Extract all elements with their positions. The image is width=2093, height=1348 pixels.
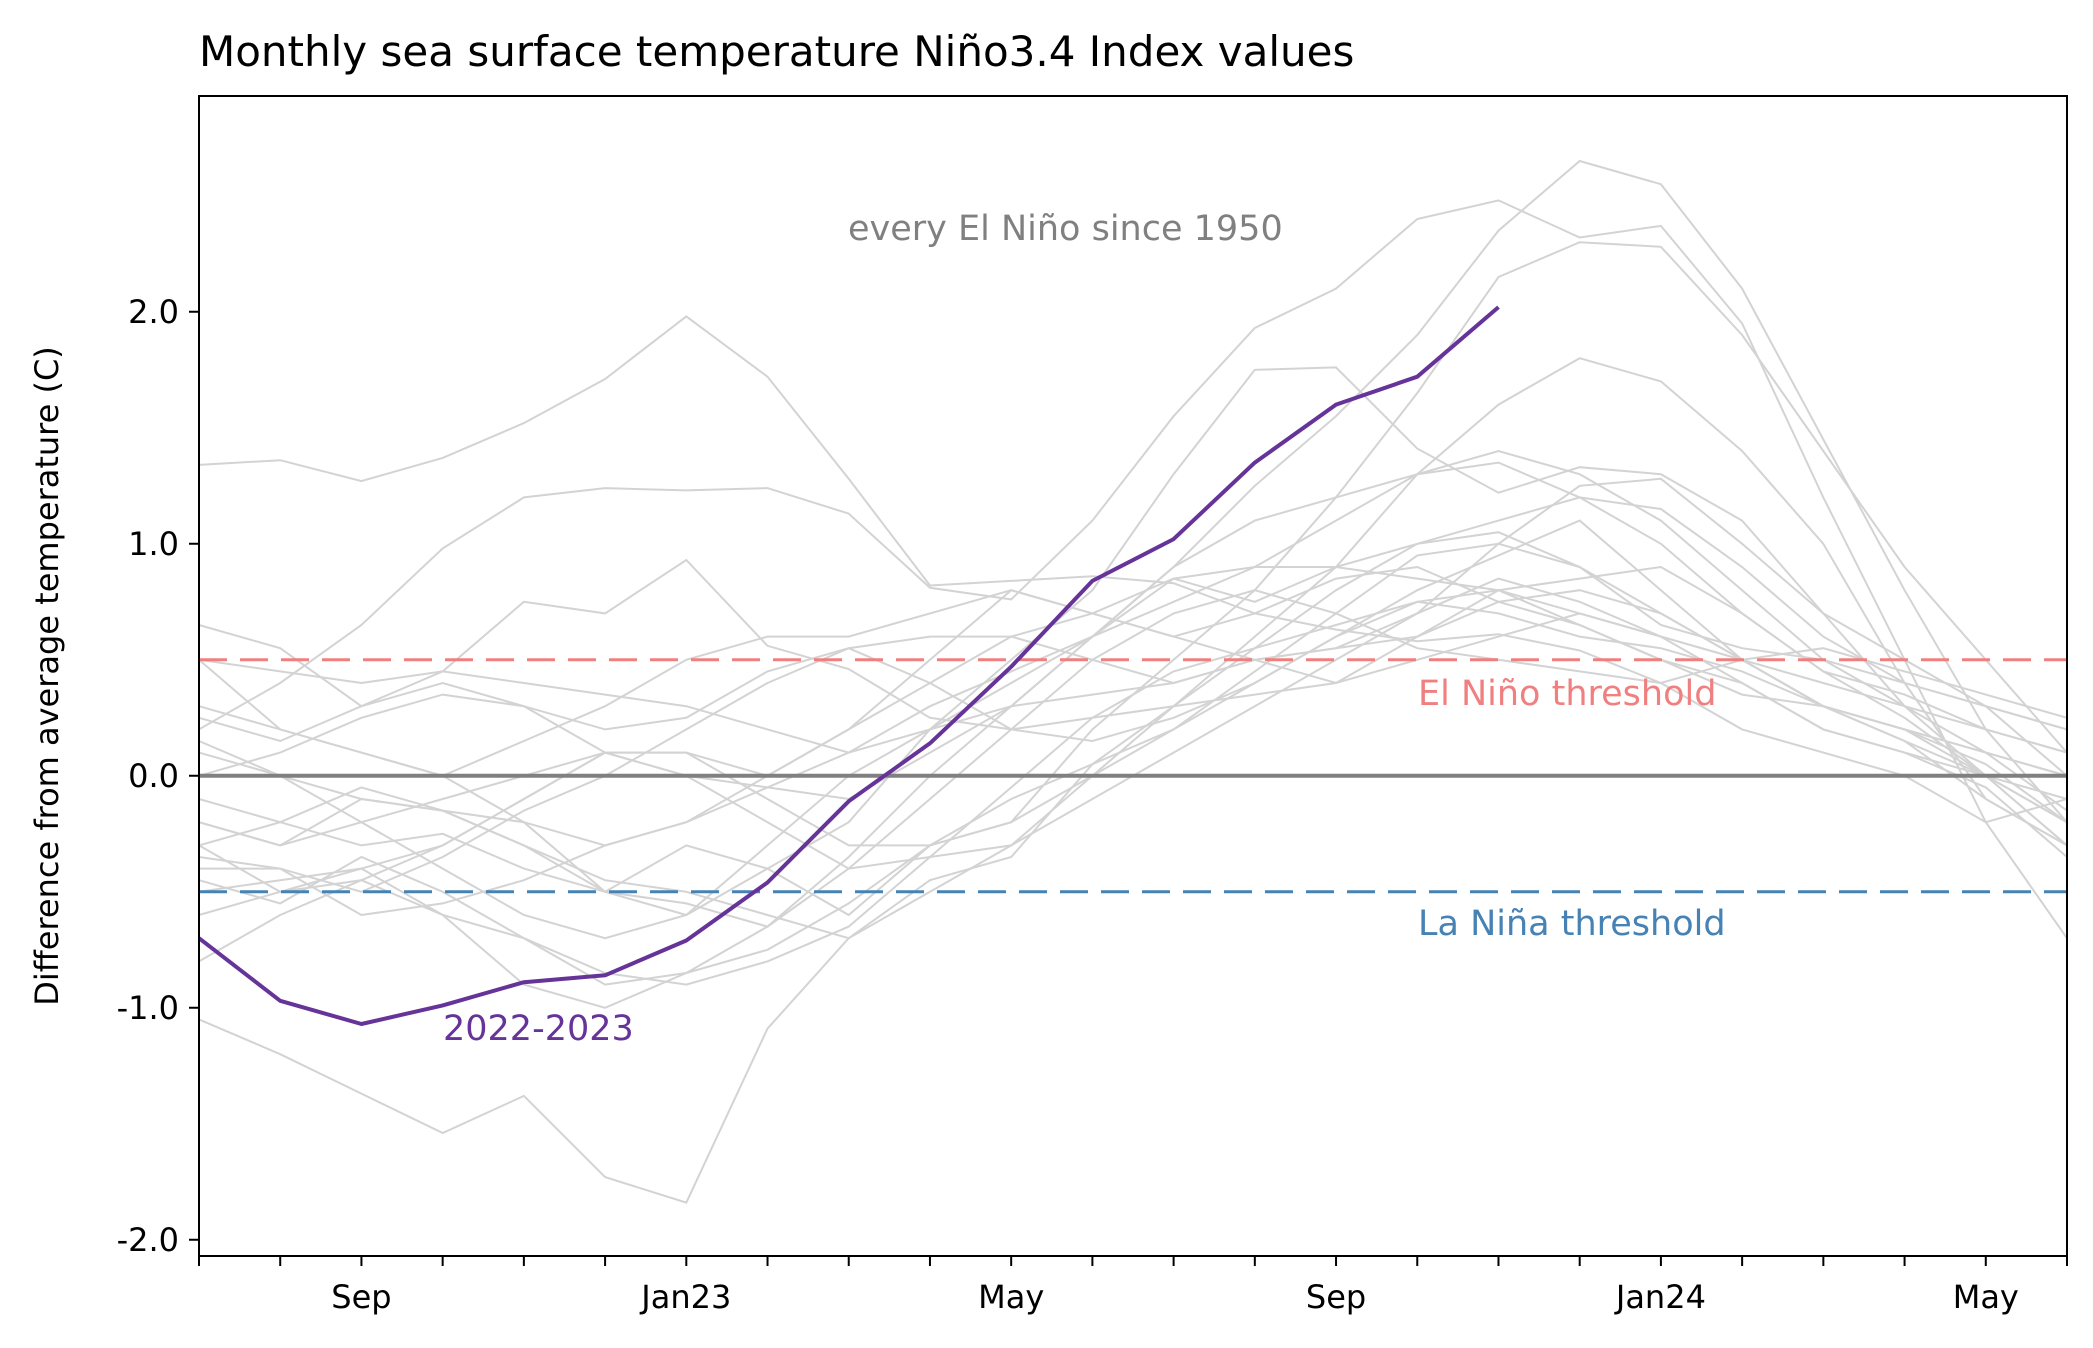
background-series-line-4 — [198, 366, 2068, 917]
background-series-line-19 — [198, 531, 2068, 940]
background-series-line-2 — [198, 357, 2068, 1204]
background-series-line-10 — [198, 461, 2068, 801]
background-series-line-17 — [198, 589, 2068, 928]
el-nino-threshold-label: El Niño threshold — [1418, 674, 1716, 714]
background-series-line-1 — [198, 315, 2068, 824]
highlight-series-group — [197, 305, 1500, 1026]
background-series-line-13 — [198, 542, 2068, 986]
background-series-line-16 — [198, 565, 2068, 847]
background-series-line-6 — [198, 241, 2068, 916]
chart-title: Monthly sea surface temperature Niño3.4 … — [199, 27, 1354, 76]
background-series-line-20 — [198, 565, 2068, 986]
highlight-series-label: 2022-2023 — [443, 1009, 634, 1049]
reference-lines-group — [199, 658, 2067, 894]
background-series-line-3 — [198, 199, 2068, 939]
y-tick-label: 1.0 — [128, 525, 179, 563]
x-tick-label: Jan24 — [1614, 1278, 1706, 1316]
x-axis: Sep Jan23 May Sep Jan24 May — [198, 1256, 2068, 1316]
y-axis-label: Difference from average temperature (C) — [28, 346, 66, 1006]
x-tick-label: Sep — [1306, 1278, 1366, 1316]
x-tick-label: May — [1953, 1278, 2019, 1316]
x-tick-label: Sep — [331, 1278, 391, 1316]
y-tick-label: -1.0 — [117, 989, 179, 1027]
y-tick-label: -2.0 — [117, 1221, 179, 1259]
background-series-line-8 — [198, 565, 2068, 940]
x-tick-label: May — [978, 1278, 1044, 1316]
plot-frame — [198, 95, 2068, 1257]
y-axis: 2.0 1.0 0.0 -1.0 -2.0 — [117, 293, 199, 1259]
background-series-line-9 — [199, 496, 2068, 893]
background-series-label: every El Niño since 1950 — [848, 209, 1283, 249]
la-nina-threshold-label: La Niña threshold — [1418, 904, 1726, 944]
x-tick-label: Jan23 — [639, 1278, 731, 1316]
background-series-line-21 — [198, 600, 2068, 777]
background-series-line-22 — [198, 449, 2068, 917]
background-series-line-7 — [198, 477, 2068, 847]
highlight-series-line — [197, 305, 1500, 1026]
y-tick-label: 0.0 — [128, 757, 179, 795]
background-series-line-5 — [198, 159, 2068, 1009]
y-tick-label: 2.0 — [128, 293, 179, 331]
